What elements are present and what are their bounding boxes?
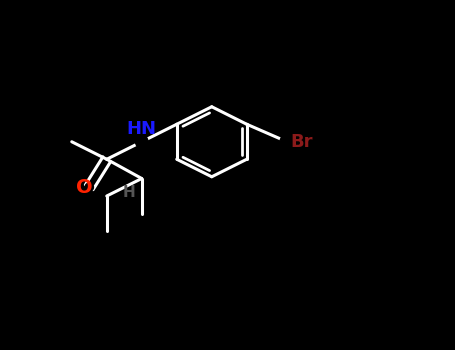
Text: HN: HN (127, 120, 157, 138)
Circle shape (85, 183, 93, 191)
Text: H: H (123, 185, 136, 200)
Text: O: O (76, 178, 92, 197)
Text: Br: Br (290, 133, 313, 151)
Circle shape (126, 189, 133, 196)
Circle shape (280, 135, 294, 149)
Circle shape (136, 135, 148, 148)
